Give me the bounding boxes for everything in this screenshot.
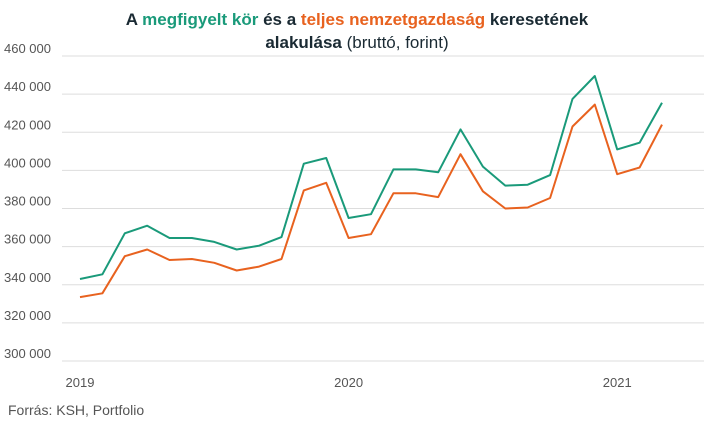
series-lines [79,75,663,299]
chart-title: A megfigyelt kör és a teljes nemzetgazda… [0,8,714,54]
x-tick-label: 2019 [66,375,95,390]
y-tick-label: 360 000 [4,232,51,247]
title-national-economy: teljes nemzetgazdaság [300,10,486,29]
title-part-3: és a [258,10,301,29]
x-tick-label: 2020 [334,375,363,390]
title-line-2: alakulása (bruttó, forint) [0,31,714,54]
y-tick-label: 460 000 [4,41,51,56]
series-line-observed-group [79,75,663,280]
y-tick-label: 420 000 [4,117,51,132]
title-part-6: alakulása [265,33,342,52]
title-observed-group: megfigyelt kör [142,10,259,29]
y-tick-label: 400 000 [4,155,51,170]
x-axis-ticks: 2019 2020 2021 [66,375,632,390]
x-tick-label: 2021 [603,375,632,390]
y-tick-label: 300 000 [4,346,51,361]
source-note: Forrás: KSH, Portfolio [8,402,145,418]
y-tick-label: 380 000 [4,194,51,209]
grid-lines [62,55,704,362]
series-line-national-economy [79,103,663,299]
title-part-1: A [125,10,143,29]
title-part-5: keresetének [485,10,589,29]
y-tick-label: 440 000 [4,79,51,94]
title-line-1: A megfigyelt kör és a teljes nemzetgazda… [0,8,714,31]
y-axis-ticks: 300 000 320 000 340 000 360 000 380 000 400 0… [4,41,51,361]
title-unit: (bruttó, forint) [341,33,449,52]
y-tick-label: 320 000 [4,308,51,323]
y-tick-label: 340 000 [4,270,51,285]
